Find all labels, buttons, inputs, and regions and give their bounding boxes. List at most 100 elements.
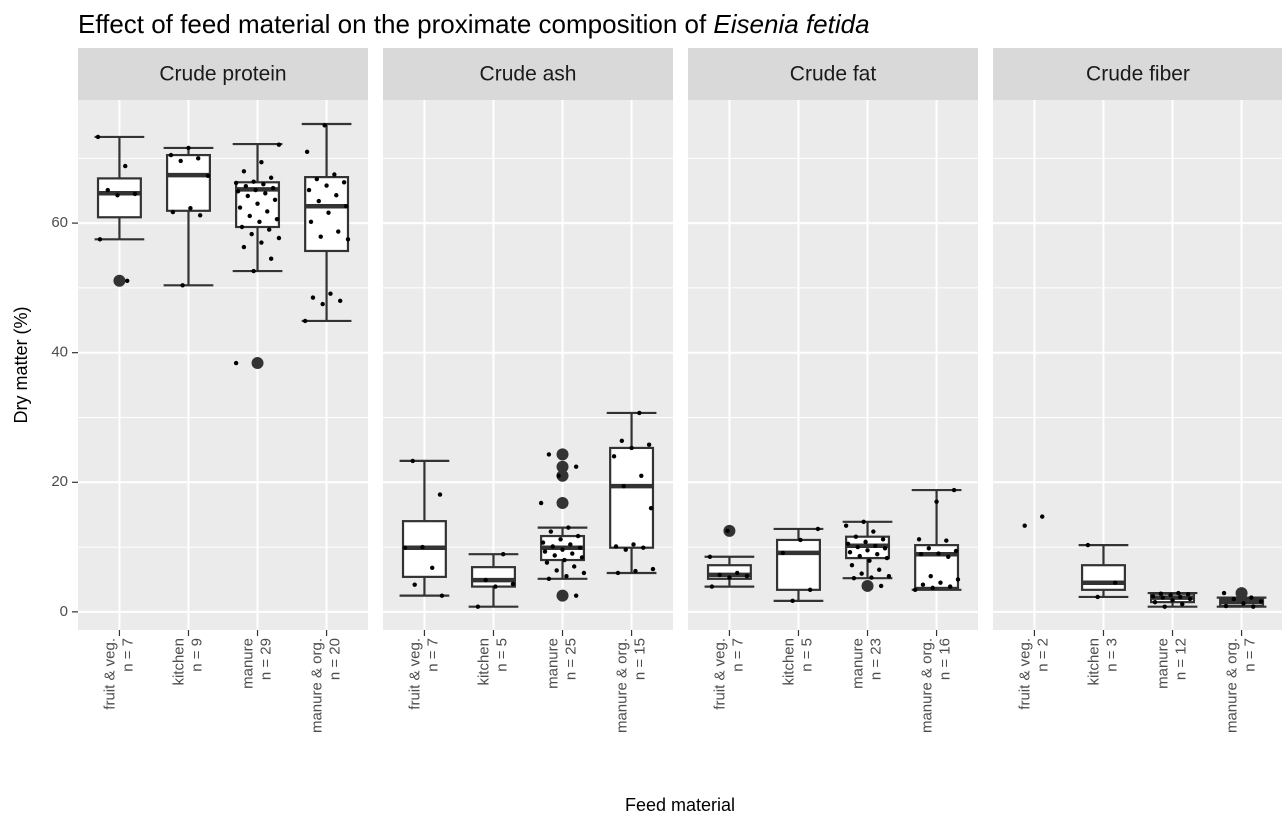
data-point [930,585,935,591]
data-point [259,160,264,165]
data-point [261,182,266,187]
data-point [343,204,349,209]
data-point [274,217,280,222]
data-point [875,551,880,557]
data-point [621,483,626,489]
data-point [1085,542,1091,548]
data-point [97,237,103,242]
data-point [205,173,211,179]
data-point [646,442,652,447]
data-point [235,189,241,194]
box [1080,564,1126,591]
data-point [105,187,110,193]
strip-label: Crude fiber [1086,63,1190,86]
x-tick-n-label: n = 29 [257,638,274,680]
data-point [869,575,874,580]
data-point [878,583,884,589]
x-tick-n-label: n = 5 [493,638,510,672]
data-point [579,555,585,560]
data-point [780,550,786,556]
x-tick-n-label: n = 3 [1103,638,1120,672]
data-point [859,571,864,576]
data-point [263,191,268,196]
data-point [125,278,130,283]
data-point [251,179,256,184]
data-point [178,158,183,164]
data-point [322,123,327,128]
data-point [437,492,443,497]
data-point [577,545,583,550]
data-point [853,534,859,539]
data-point [259,240,264,245]
x-tick-n-label: n = 25 [562,638,579,680]
data-point [247,213,252,219]
data-point [641,545,646,550]
data-point [1249,595,1254,600]
data-point [241,244,247,250]
data-point [1022,523,1027,528]
box [914,544,960,589]
outlier [1235,587,1248,600]
data-point [1040,514,1045,519]
x-tick-n-label: n = 15 [632,638,649,680]
x-tick-n-label: n = 9 [188,638,205,672]
y-tick-label: 40 [51,344,68,361]
outlier [556,448,569,461]
data-point [326,210,331,215]
data-point [1241,601,1246,606]
data-point [807,587,813,593]
data-point [946,554,951,559]
data-point [951,487,957,493]
data-point [648,505,654,511]
data-point [186,145,191,151]
data-point [115,193,120,198]
chart-title: Effect of feed material on the proximate… [78,9,870,39]
data-point [938,580,943,585]
data-point [552,553,557,558]
data-point [571,564,577,569]
x-tick-label: manure [1154,638,1171,689]
data-point [865,548,870,553]
x-tick-label: manure [239,638,256,689]
data-point [637,410,642,416]
strip [78,48,368,100]
data-point [639,473,644,478]
data-point [912,587,918,593]
data-point [556,473,561,478]
data-point [560,547,565,552]
data-point [613,544,619,549]
data-point [233,180,239,186]
data-point [345,237,351,242]
data-point [611,454,617,459]
data-point [744,574,750,579]
data-point [1160,595,1165,600]
data-point [815,526,821,532]
outlier [556,460,569,473]
x-axis-title: Feed material [625,795,735,815]
data-point [564,574,569,579]
data-point [257,219,262,225]
data-point [1251,604,1256,609]
data-point [196,156,201,161]
x-tick-n-label: n = 20 [327,638,344,680]
data-point [239,224,245,230]
data-point [310,295,316,300]
data-point [420,544,425,550]
panel-background [993,100,1282,630]
data-point [725,528,730,534]
data-point [268,175,274,180]
data-point [197,213,203,218]
data-point [320,301,325,307]
data-point [548,529,554,534]
data-point [332,172,337,177]
data-point [550,544,555,549]
box [470,566,516,588]
data-point [568,542,573,547]
x-tick-n-label: n = 16 [937,638,954,680]
data-point [845,541,851,547]
outlier [113,274,126,287]
data-point [316,198,321,204]
data-point [1185,592,1191,597]
data-point [558,537,563,542]
y-axis-title: Dry matter (%) [11,307,31,424]
